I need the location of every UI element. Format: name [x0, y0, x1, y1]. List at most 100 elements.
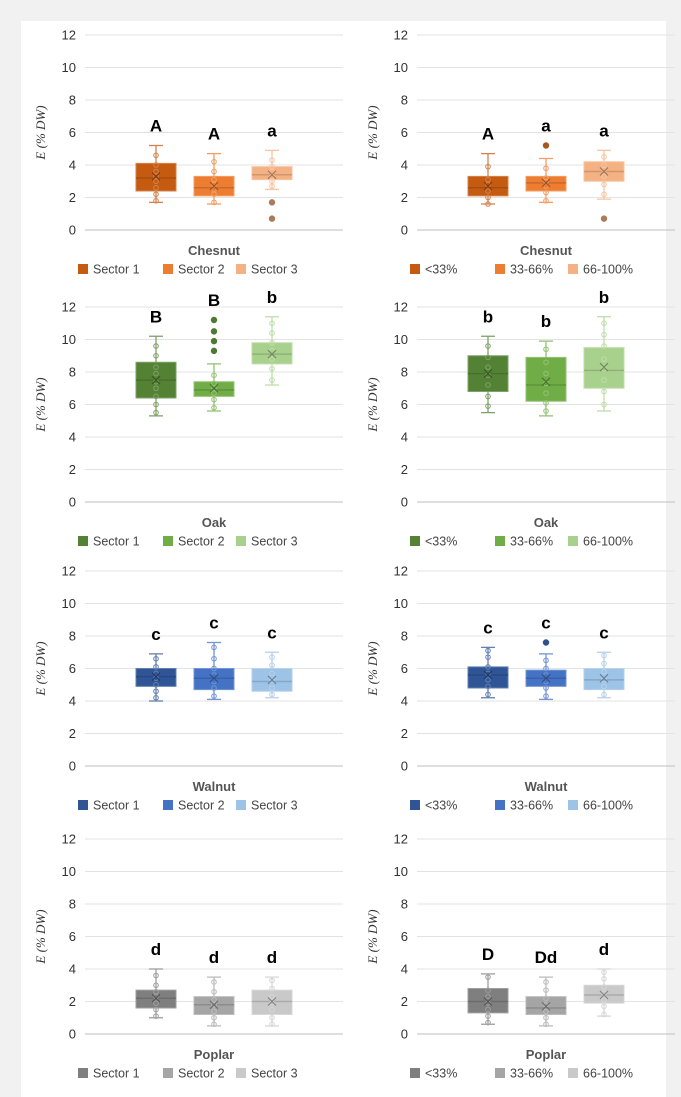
data-point — [153, 664, 159, 670]
data-point — [269, 993, 275, 1000]
chart-panel-walnut-cover: 0 2 4 6 8 10 12 E (% DW) Walnut c c c <33% 33-66% 66-1… — [365, 564, 675, 813]
y-axis-label: E (% DW) — [33, 105, 48, 160]
data-point — [153, 1013, 159, 1019]
box-2: A — [193, 125, 235, 206]
data-point — [543, 657, 549, 664]
legend-swatch — [568, 800, 578, 810]
significance-letter: d — [267, 948, 277, 967]
significance-letter: c — [151, 625, 160, 644]
legend-swatch — [163, 264, 173, 274]
data-point — [601, 401, 607, 408]
x-category-label: Poplar — [526, 1047, 566, 1062]
data-point — [485, 1019, 491, 1026]
significance-letter: d — [151, 940, 161, 959]
y-tick-label: 4 — [69, 962, 76, 977]
mean-marker — [483, 997, 493, 1006]
mean-marker — [541, 178, 551, 188]
data-point — [543, 672, 549, 678]
data-point — [269, 977, 275, 984]
data-point — [601, 388, 607, 395]
y-tick-label: 0 — [401, 759, 408, 774]
outlier-point — [268, 215, 276, 222]
legend-label: Sector 3 — [251, 535, 298, 549]
significance-letter: b — [541, 312, 551, 331]
y-tick-label: 10 — [394, 864, 408, 879]
y-tick-label: 10 — [62, 332, 76, 347]
box-3: a — [583, 121, 625, 222]
data-point — [485, 163, 491, 170]
chart-panel-oak-cover: 0 2 4 6 8 10 12 E (% DW) Oak b b b <33% 33-66% 66-100% — [365, 288, 675, 549]
data-point — [269, 985, 275, 992]
significance-letter: c — [541, 614, 550, 633]
data-point — [543, 189, 549, 196]
mean-marker — [209, 1000, 219, 1010]
y-tick-label: 10 — [394, 60, 408, 75]
data-point — [211, 644, 217, 651]
legend-label: 33-66% — [510, 263, 553, 277]
data-point — [601, 668, 607, 675]
mean-marker — [151, 672, 161, 682]
y-tick-label: 12 — [394, 564, 408, 579]
data-point — [601, 320, 607, 327]
significance-letter: d — [599, 940, 609, 959]
data-point — [153, 681, 159, 688]
significance-letter: D — [482, 945, 494, 964]
mean-marker — [599, 362, 609, 372]
box-2: a — [525, 117, 567, 204]
data-point — [269, 662, 275, 669]
data-point — [485, 393, 491, 400]
legend-label: Sector 2 — [178, 1067, 225, 1081]
data-point — [485, 974, 491, 980]
box-2: B — [193, 291, 235, 412]
data-point — [543, 175, 549, 181]
data-point — [211, 158, 217, 165]
y-tick-label: 2 — [69, 462, 76, 477]
y-tick-label: 0 — [401, 495, 408, 510]
y-tick-label: 10 — [394, 596, 408, 611]
data-point — [485, 677, 491, 683]
mean-marker — [209, 383, 219, 393]
data-point — [211, 1008, 217, 1015]
y-tick-label: 4 — [69, 694, 76, 709]
legend-swatch — [568, 1068, 578, 1078]
outlier-point — [210, 347, 218, 355]
y-axis-label: E (% DW) — [365, 641, 380, 696]
y-tick-label: 12 — [62, 300, 76, 315]
data-point — [153, 162, 159, 168]
y-tick-label: 8 — [69, 629, 76, 644]
mean-marker — [267, 675, 277, 685]
legend-label: <33% — [425, 263, 457, 277]
box-2: c — [525, 614, 567, 701]
data-point — [485, 654, 491, 660]
outlier-point — [210, 316, 218, 324]
significance-letter: c — [209, 614, 218, 633]
y-tick-label: 12 — [394, 28, 408, 43]
y-tick-label: 4 — [401, 430, 408, 445]
legend-label: <33% — [425, 1067, 457, 1081]
data-point — [153, 370, 159, 377]
box-2: Dd — [525, 948, 567, 1028]
y-tick-label: 6 — [401, 929, 408, 944]
data-point — [543, 685, 549, 691]
data-point — [153, 409, 159, 416]
data-point — [269, 356, 275, 362]
legend-swatch — [495, 1068, 505, 1078]
data-point — [153, 688, 159, 695]
data-point — [269, 157, 275, 163]
mean-marker — [483, 369, 493, 379]
box-body — [251, 166, 293, 181]
significance-letter: d — [209, 948, 219, 967]
legend-label: Sector 1 — [93, 799, 140, 813]
data-point — [601, 660, 607, 667]
y-axis-label: E (% DW) — [365, 105, 380, 160]
y-tick-label: 0 — [69, 495, 76, 510]
legend-label: Sector 1 — [93, 1067, 140, 1081]
significance-letter: a — [599, 121, 609, 140]
mean-marker — [599, 990, 609, 1000]
data-point — [269, 377, 275, 383]
data-point — [601, 1003, 607, 1010]
data-point — [543, 346, 549, 353]
data-point — [269, 330, 275, 336]
outlier-point — [542, 639, 550, 646]
data-point — [485, 354, 491, 361]
